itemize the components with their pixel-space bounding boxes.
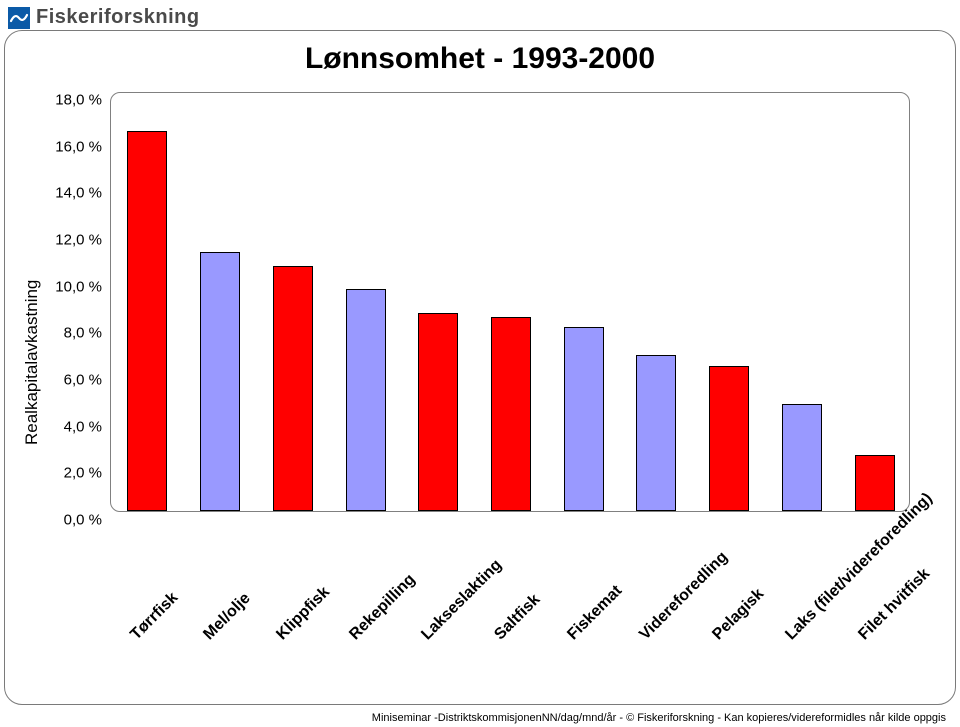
x-tick-label: Tørrfisk xyxy=(128,589,183,644)
y-tick-label: 12,0 % xyxy=(55,232,102,249)
y-tick-label: 14,0 % xyxy=(55,185,102,202)
y-tick-label: 18,0 % xyxy=(55,92,102,109)
y-axis-ticks: 0,0 %2,0 %4,0 %6,0 %8,0 %10,0 %12,0 %14,… xyxy=(48,92,106,512)
bar xyxy=(346,289,386,511)
plot-area xyxy=(110,92,910,512)
y-tick-label: 8,0 % xyxy=(64,325,102,342)
y-tick-label: 10,0 % xyxy=(55,278,102,295)
x-tick-label: Laks (filet/videreforedling) xyxy=(782,490,936,644)
bar xyxy=(273,266,313,511)
y-axis-label: Realkapitalavkastning xyxy=(22,82,42,642)
bar xyxy=(636,355,676,511)
bar xyxy=(418,313,458,511)
brand-logo-icon xyxy=(8,7,30,29)
footer-text: Miniseminar -DistriktskommisjonenNN/dag/… xyxy=(372,712,946,724)
y-tick-label: 6,0 % xyxy=(64,372,102,389)
y-tick-label: 16,0 % xyxy=(55,138,102,155)
x-tick-label: Mel/olje xyxy=(200,590,254,644)
bar xyxy=(709,366,749,511)
y-tick-label: 2,0 % xyxy=(64,465,102,482)
chart-title: Lønnsomhet - 1993-2000 xyxy=(0,42,960,76)
y-tick-label: 0,0 % xyxy=(64,512,102,529)
bar xyxy=(855,455,895,511)
x-tick-label: Fiskemat xyxy=(564,582,626,644)
bars-layer xyxy=(111,93,909,511)
bar xyxy=(200,252,240,511)
x-axis-labels: TørrfiskMel/oljeKlippfiskRekepillingLaks… xyxy=(110,514,910,644)
bar xyxy=(564,327,604,511)
brand-header: Fiskeriforskning xyxy=(8,6,200,29)
bar xyxy=(127,131,167,511)
brand-name: Fiskeriforskning xyxy=(36,6,200,29)
y-tick-label: 4,0 % xyxy=(64,418,102,435)
x-tick-label: Pelagisk xyxy=(709,585,768,644)
revenue-chart: Realkapitalavkastning 0,0 %2,0 %4,0 %6,0… xyxy=(40,82,920,642)
x-tick-label: Klippfisk xyxy=(273,583,334,644)
x-tick-label: Saltfisk xyxy=(491,591,544,644)
x-tick-label: Rekepilling xyxy=(346,571,419,644)
bar xyxy=(782,404,822,511)
bar xyxy=(491,317,531,511)
